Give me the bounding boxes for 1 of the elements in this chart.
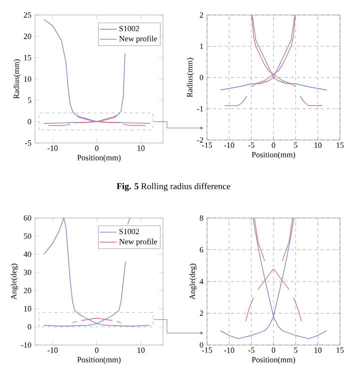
text: Fig. 5 Rolling radius difference [116,182,230,192]
